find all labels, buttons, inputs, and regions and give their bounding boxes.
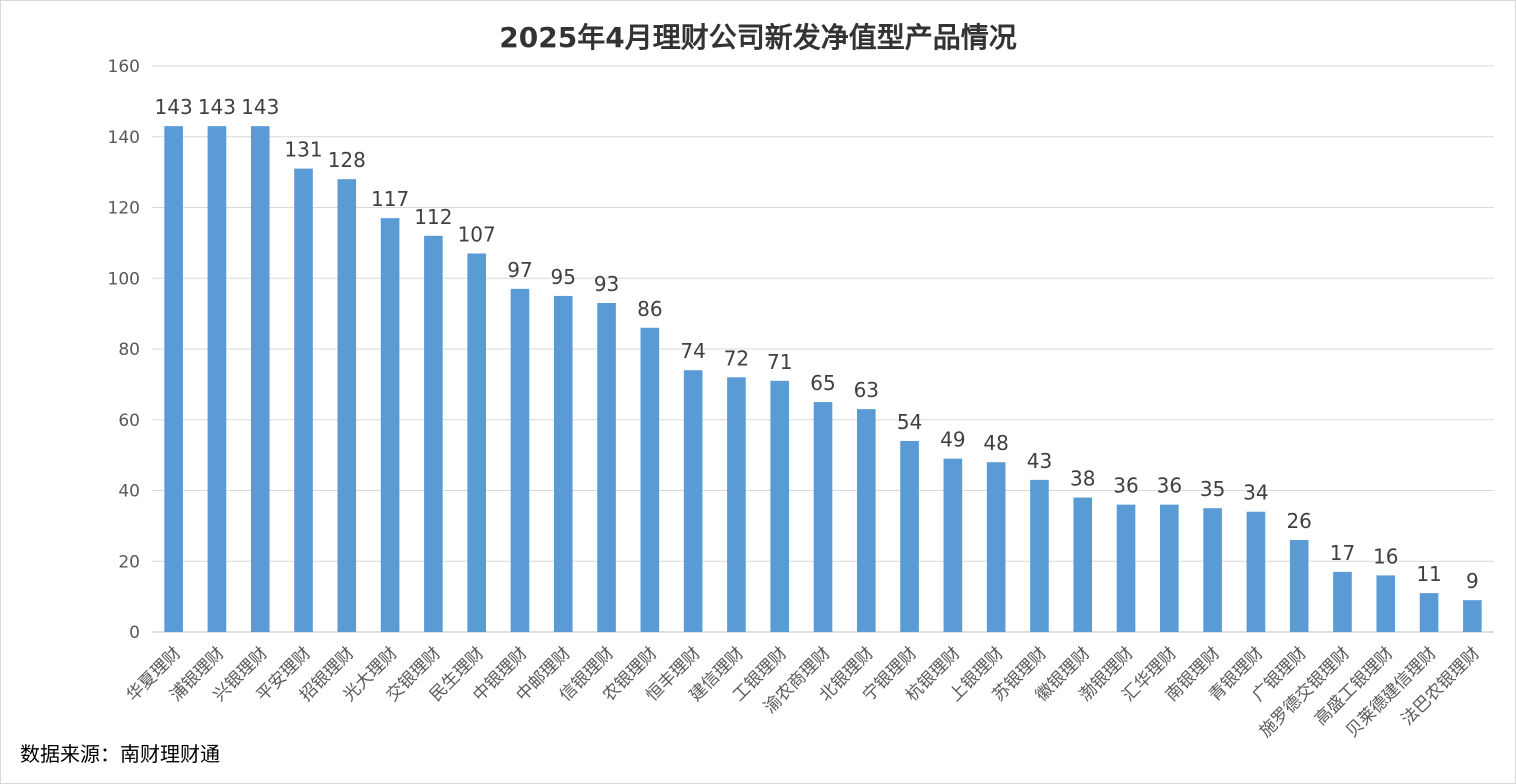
bar xyxy=(1333,571,1352,632)
bar xyxy=(424,235,443,633)
data-label: 95 xyxy=(551,265,576,289)
data-label: 97 xyxy=(507,258,532,282)
data-label: 71 xyxy=(767,350,792,374)
data-label: 49 xyxy=(940,428,965,452)
data-label: 11 xyxy=(1416,562,1441,586)
bar xyxy=(1116,504,1136,632)
bar xyxy=(1289,540,1309,632)
data-label: 74 xyxy=(680,339,705,363)
data-label: 43 xyxy=(1027,449,1052,473)
bar xyxy=(294,168,313,632)
data-label: 54 xyxy=(897,410,922,434)
bar xyxy=(986,462,1006,632)
y-tick-label: 40 xyxy=(118,482,140,502)
data-label: 48 xyxy=(983,431,1008,455)
bar xyxy=(1073,497,1093,632)
data-label: 117 xyxy=(371,187,409,211)
data-label: 38 xyxy=(1070,467,1095,491)
bar xyxy=(380,218,400,633)
y-tick-label: 20 xyxy=(118,552,140,572)
bar xyxy=(1246,511,1266,632)
bar xyxy=(683,370,703,632)
bar xyxy=(553,295,573,632)
data-label: 16 xyxy=(1373,544,1398,568)
y-tick-label: 60 xyxy=(118,411,140,431)
data-label: 107 xyxy=(458,222,496,246)
data-label: 128 xyxy=(328,148,366,172)
bar xyxy=(597,303,616,632)
data-label: 143 xyxy=(155,95,193,119)
bar xyxy=(1160,504,1179,632)
bar xyxy=(1419,593,1439,632)
y-tick-label: 160 xyxy=(108,57,140,77)
bar xyxy=(207,126,227,632)
bar xyxy=(164,126,183,632)
bar xyxy=(943,458,963,632)
bar xyxy=(813,402,833,632)
bar xyxy=(770,380,790,632)
bar xyxy=(640,327,660,632)
bar xyxy=(1030,479,1049,632)
bar xyxy=(1203,508,1222,632)
bar xyxy=(337,179,357,632)
data-source-note: 数据来源：南财理财通 xyxy=(20,742,220,766)
bar xyxy=(467,253,486,633)
data-label: 65 xyxy=(810,371,835,395)
bar xyxy=(1463,600,1482,632)
data-label: 143 xyxy=(198,95,236,119)
data-label: 34 xyxy=(1243,481,1268,505)
bar xyxy=(510,288,530,632)
y-tick-label: 100 xyxy=(108,269,140,289)
bar xyxy=(250,126,270,632)
data-label: 36 xyxy=(1113,474,1138,498)
y-tick-label: 80 xyxy=(118,340,140,360)
bar xyxy=(856,409,876,632)
y-tick-label: 120 xyxy=(108,199,140,219)
data-label: 63 xyxy=(854,378,879,402)
data-label: 86 xyxy=(637,297,662,321)
y-tick-label: 140 xyxy=(108,128,140,148)
data-label: 131 xyxy=(284,138,322,162)
data-label: 26 xyxy=(1286,509,1311,533)
y-tick-label: 0 xyxy=(129,623,140,643)
data-label: 9 xyxy=(1466,569,1479,593)
chart-title: 2025年4月理财公司新发净值型产品情况 xyxy=(499,21,1017,54)
bar xyxy=(900,440,919,632)
data-label: 17 xyxy=(1330,541,1355,565)
data-label: 72 xyxy=(724,346,749,370)
data-label: 93 xyxy=(594,272,619,296)
bar xyxy=(727,377,746,632)
data-label: 36 xyxy=(1157,474,1182,498)
data-label: 35 xyxy=(1200,477,1225,501)
data-label: 143 xyxy=(241,95,279,119)
bar xyxy=(1376,575,1396,632)
data-label: 112 xyxy=(414,205,452,229)
